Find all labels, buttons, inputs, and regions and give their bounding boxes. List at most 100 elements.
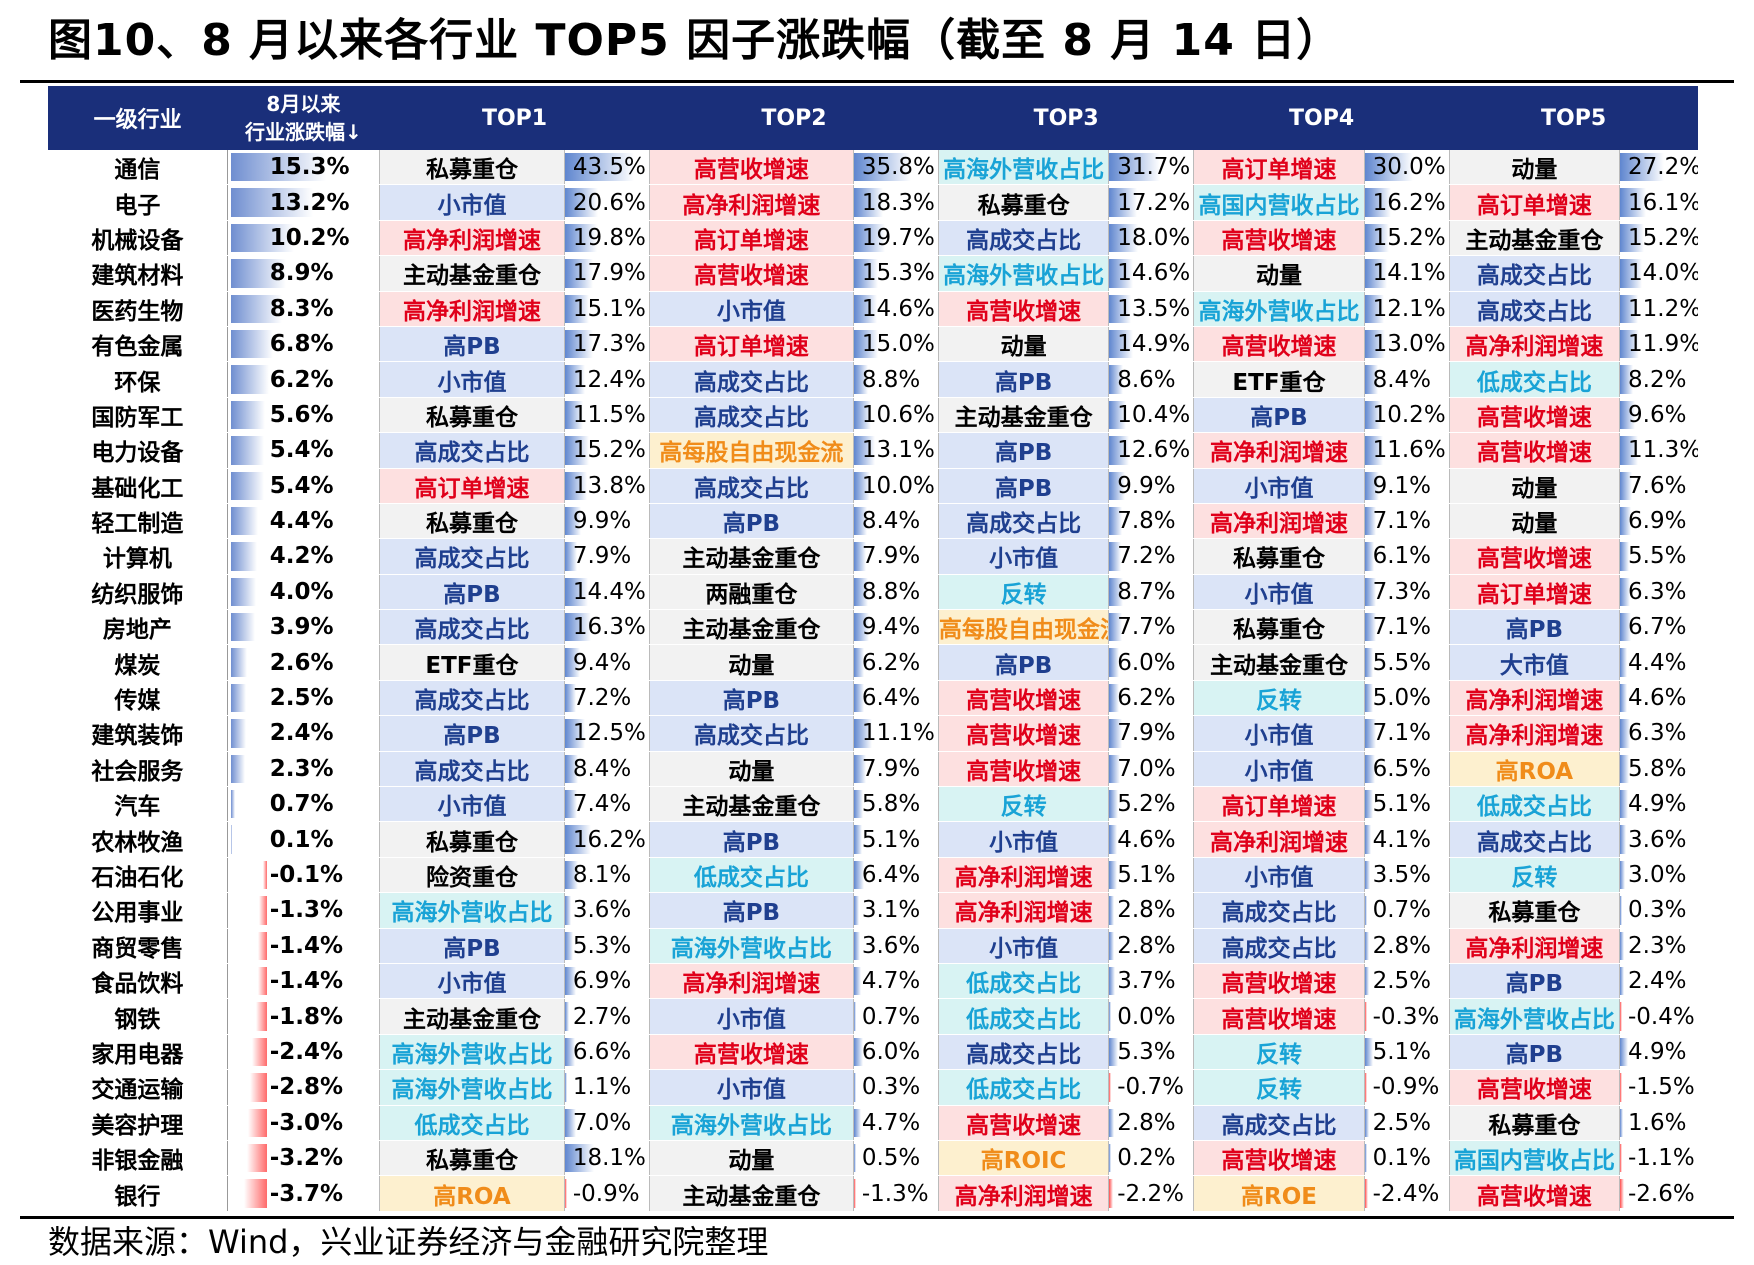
- top4-return-cell: 30.0%: [1363, 150, 1450, 186]
- top3-factor-cell: 高营收增速: [937, 1105, 1109, 1141]
- factor-return-bar: [1620, 542, 1629, 571]
- table-row: 农林牧渔 0.1% 私募重仓 16.2% 高PB 5.1% 小市值 4.6% 高净利润增速 4.1…: [48, 821, 1698, 858]
- top3-factor-cell: 高成交占比: [937, 1034, 1109, 1071]
- factor-return-value: 4.7%: [861, 1109, 921, 1136]
- factor-return-bar: [1365, 542, 1375, 571]
- factor-return-value: 7.4%: [572, 791, 632, 818]
- top2-factor-cell: 高成交占比: [648, 361, 854, 398]
- top2-factor-cell: 高净利润增速: [648, 184, 854, 221]
- industry-cell: 有色金属: [48, 326, 228, 363]
- factor-return-value: 9.6%: [1628, 401, 1687, 428]
- top1-return-cell: 16.2%: [563, 821, 650, 858]
- factor-return-bar: [1109, 754, 1121, 784]
- factor-return-value: 2.8%: [1117, 1109, 1176, 1136]
- factor-return-value: 15.2%: [572, 437, 646, 464]
- top5-factor-cell: 动量: [1448, 468, 1620, 504]
- factor-return-bar: [1109, 896, 1114, 925]
- industry-return-cell: 15.3%: [226, 150, 380, 186]
- table-body: 通信 15.3% 私募重仓 43.5% 高营收增速 35.8% 高海外营收占比 31.7% 高订…: [48, 150, 1698, 1212]
- top4-factor-cell: 小市值: [1193, 574, 1365, 611]
- top2-return-cell: 18.3%: [852, 184, 939, 221]
- return-bar: [244, 1179, 268, 1208]
- top5-factor-cell: 高营收增速: [1448, 432, 1620, 469]
- top4-factor-cell: 私募重仓: [1193, 538, 1365, 575]
- top2-return-cell: 3.6%: [852, 928, 939, 964]
- top2-factor-cell: 高营收增速: [648, 1034, 854, 1071]
- top4-factor-cell: 主动基金重仓: [1193, 644, 1365, 681]
- top5-return-cell: 4.9%: [1619, 1034, 1698, 1071]
- return-bar: [230, 436, 265, 465]
- factor-return-value: 2.7%: [572, 1003, 632, 1030]
- factor-return-bar: [565, 966, 576, 996]
- factor-return-value: 8.7%: [1117, 578, 1176, 605]
- factor-return-bar: [565, 683, 577, 713]
- return-bar: [249, 1073, 268, 1102]
- factor-return-bar: [1365, 683, 1373, 713]
- top1-return-cell: 13.8%: [563, 468, 650, 504]
- factor-return-value: -0.7%: [1117, 1074, 1184, 1101]
- top2-factor-cell: 动量: [648, 644, 854, 681]
- top1-factor-cell: 低成交占比: [379, 1105, 565, 1141]
- factor-return-bar: [1365, 896, 1367, 925]
- return-bar: [247, 1143, 268, 1173]
- top5-return-cell: 14.0%: [1619, 255, 1698, 292]
- factor-return-bar: [854, 966, 862, 996]
- factor-return-bar: [1109, 223, 1139, 253]
- factor-return-bar: [854, 365, 868, 394]
- factor-return-value: 14.1%: [1372, 260, 1446, 287]
- top5-factor-cell: 高营收增速: [1448, 397, 1620, 434]
- top3-factor-cell: 高成交占比: [937, 503, 1109, 540]
- factor-return-bar: [854, 825, 862, 854]
- return-value: 15.3%: [269, 154, 350, 181]
- factor-return-value: 8.6%: [1117, 366, 1176, 393]
- factor-return-bar: [1365, 506, 1376, 536]
- top4-factor-cell: 高成交占比: [1193, 1105, 1365, 1141]
- top4-return-cell: 7.3%: [1363, 574, 1450, 611]
- factor-return-bar: [1620, 648, 1628, 677]
- factor-return-value: 30.0%: [1372, 154, 1446, 181]
- factor-return-value: 19.7%: [861, 224, 935, 251]
- factor-return-value: 9.1%: [1372, 472, 1432, 499]
- factor-return-value: 17.3%: [572, 331, 646, 358]
- top1-return-cell: 16.3%: [563, 609, 650, 646]
- factor-return-bar: [1109, 577, 1124, 607]
- top1-factor-cell: 高ROA: [379, 1175, 565, 1212]
- top5-return-cell: 2.3%: [1619, 928, 1698, 964]
- factor-return-bar: [565, 259, 594, 288]
- top4-factor-cell: 反转: [1193, 1034, 1365, 1071]
- return-bar: [230, 790, 236, 819]
- top2-factor-cell: 高订单增速: [648, 220, 854, 257]
- factor-return-bar: [854, 683, 865, 713]
- top3-return-cell: 6.2%: [1108, 680, 1194, 717]
- top3-factor-cell: 小市值: [937, 821, 1109, 858]
- factor-return-bar: [1365, 188, 1391, 217]
- factor-return-bar: [1109, 365, 1123, 394]
- factor-return-bar: [854, 613, 869, 642]
- factor-return-value: 2.3%: [1628, 932, 1687, 959]
- factor-return-value: 3.6%: [1628, 826, 1687, 853]
- industry-cell: 电力设备: [48, 432, 228, 469]
- factor-return-value: 6.4%: [861, 685, 921, 712]
- return-value: 2.4%: [269, 720, 334, 747]
- top4-return-cell: 16.2%: [1363, 184, 1450, 221]
- top1-return-cell: 2.7%: [563, 998, 650, 1035]
- return-bar: [230, 400, 266, 430]
- factor-return-value: 2.8%: [1117, 932, 1176, 959]
- factor-return-bar: [565, 436, 590, 465]
- factor-return-bar: [1620, 754, 1630, 784]
- return-bar: [230, 329, 273, 359]
- header-return-line2: 行业涨跌幅↓: [244, 120, 362, 144]
- industry-cell: 家用电器: [48, 1034, 228, 1071]
- factor-return-bar: [854, 896, 859, 925]
- industry-return-cell: 2.4%: [226, 715, 380, 752]
- factor-return-value: 0.1%: [1372, 1145, 1432, 1172]
- top1-factor-cell: 高订单增速: [379, 468, 565, 504]
- factor-return-bar: [1109, 294, 1131, 323]
- top2-return-cell: 10.6%: [852, 397, 939, 434]
- factor-return-bar: [1620, 153, 1664, 182]
- factor-return-value: 11.2%: [1628, 295, 1698, 322]
- factor-return-bar: [1365, 825, 1372, 854]
- header-return-line1: 8月以来: [266, 92, 341, 116]
- top5-return-cell: -1.1%: [1619, 1140, 1698, 1177]
- top1-factor-cell: 高成交占比: [379, 751, 565, 788]
